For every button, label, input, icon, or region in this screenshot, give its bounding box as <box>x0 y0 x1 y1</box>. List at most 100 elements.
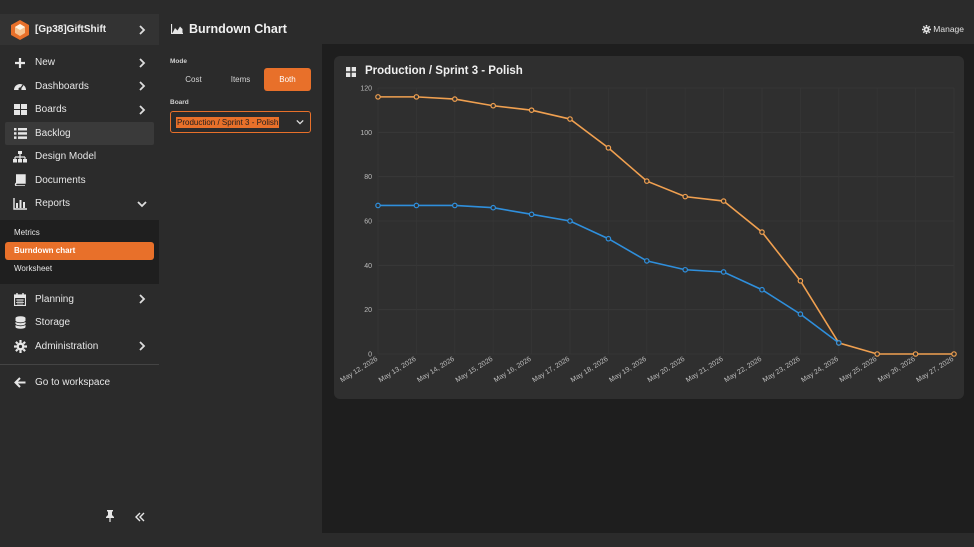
x-tick-label: May 17, 2026 <box>531 356 571 384</box>
data-point <box>720 198 727 204</box>
chevron-right-icon <box>135 56 149 70</box>
list-icon <box>13 126 27 140</box>
workspace-logo-icon <box>11 19 29 40</box>
chevron-right-icon <box>135 23 149 37</box>
database-icon <box>13 316 27 330</box>
x-tick-label: May 25, 2026 <box>839 356 879 384</box>
arrow-left-icon <box>13 376 27 390</box>
sidebar-item-dashboards[interactable]: Dashboards <box>0 75 159 99</box>
y-tick-label: 60 <box>364 219 372 226</box>
sidebar-item-planning[interactable]: Planning <box>0 288 159 312</box>
sidebar-item-label: Documents <box>35 174 86 186</box>
sidebar-item-label: Dashboards <box>35 80 89 92</box>
data-point <box>951 351 957 357</box>
sidebar-subitem-worksheet[interactable]: Worksheet <box>0 260 159 278</box>
mode-cost-button[interactable]: Cost <box>185 75 202 84</box>
data-point <box>682 266 689 273</box>
x-tick-label: May 23, 2026 <box>762 356 802 384</box>
plus-icon <box>13 56 27 70</box>
y-tick-label: 120 <box>360 86 372 93</box>
data-point <box>835 340 842 346</box>
go-to-workspace-link[interactable]: Go to workspace <box>0 371 159 395</box>
data-point <box>375 94 381 100</box>
sidebar-subitem-label: Metrics <box>14 228 40 237</box>
board-label: Board <box>170 99 189 106</box>
sidebar-footer <box>0 503 159 533</box>
chart-card: Production / Sprint 3 - Polish 0 20 40 60 80… <box>334 56 964 399</box>
y-tick-label: 20 <box>364 307 372 314</box>
data-point <box>759 286 765 293</box>
sidebar-subitem-burndown-chart[interactable]: Burndown chart <box>5 241 154 260</box>
manage-button[interactable]: Manage <box>922 24 964 34</box>
chevron-down-icon <box>135 197 149 211</box>
data-point <box>413 202 420 209</box>
mode-both-button[interactable]: Both <box>264 68 311 91</box>
y-tick-label: 100 <box>360 130 372 137</box>
data-point <box>567 218 573 224</box>
board-select[interactable]: Production / Sprint 3 - Polish <box>170 111 311 133</box>
bar-chart-icon <box>13 197 27 211</box>
data-point <box>375 202 381 209</box>
sidebar-subitem-label: Burndown chart <box>14 246 76 255</box>
y-tick-label: 40 <box>364 263 372 270</box>
y-tick-label: 80 <box>364 174 372 181</box>
mode-items-button[interactable]: Items <box>230 75 251 84</box>
boards-icon <box>13 103 27 117</box>
sidebar-item-administration[interactable]: Administration <box>0 335 159 359</box>
x-tick-label: May 18, 2026 <box>570 356 610 384</box>
x-tick-label: May 13, 2026 <box>378 356 418 384</box>
sidebar-item-label: Planning <box>35 293 74 305</box>
workspace-switcher[interactable]: [Gp38]GiftShift <box>0 14 159 45</box>
chevron-right-icon <box>135 103 149 117</box>
gear-icon <box>922 24 932 34</box>
sidebar-item-label: New <box>35 57 56 69</box>
sidebar-item-label: Reports <box>35 198 71 210</box>
sidebar-item-design-model[interactable]: Design Model <box>0 145 159 169</box>
chevron-down-icon <box>296 119 304 125</box>
x-tick-label: May 24, 2026 <box>800 356 840 384</box>
data-point <box>643 258 650 264</box>
sidebar-item-label: Backlog <box>35 127 71 139</box>
sidebar-item-new[interactable]: New <box>0 51 159 75</box>
x-tick-label: May 14, 2026 <box>416 356 456 384</box>
calendar-icon <box>13 292 27 306</box>
go-to-workspace-label: Go to workspace <box>35 377 111 389</box>
data-point <box>605 145 612 151</box>
chart-title: Production / Sprint 3 - Polish <box>365 65 523 77</box>
sidebar-subitem-metrics[interactable]: Metrics <box>0 224 159 242</box>
sidebar-item-boards[interactable]: Boards <box>0 98 159 122</box>
sidebar: [Gp38]GiftShift New Dashboards Boards Ba… <box>0 14 159 533</box>
pin-icon[interactable] <box>105 509 115 527</box>
manage-label: Manage <box>933 24 964 34</box>
sidebar-item-storage[interactable]: Storage <box>0 311 159 335</box>
mode-toggle-group: Cost Items Both <box>170 68 311 91</box>
sidebar-item-backlog[interactable]: Backlog <box>5 121 154 145</box>
data-point <box>797 311 804 317</box>
top-strip <box>0 0 974 14</box>
x-tick-label: May 22, 2026 <box>723 356 763 384</box>
data-point <box>452 202 458 209</box>
x-tick-label: May 20, 2026 <box>647 356 687 384</box>
data-point <box>797 278 804 284</box>
data-point <box>413 94 420 100</box>
workspace-name: [Gp38]GiftShift <box>35 24 107 35</box>
collapse-sidebar-icon[interactable] <box>135 509 145 527</box>
page-header: Burndown Chart Manage <box>159 14 974 44</box>
sidebar-subitem-label: Worksheet <box>14 264 53 273</box>
x-tick-label: May 21, 2026 <box>685 356 725 384</box>
data-point <box>452 96 458 102</box>
series-line <box>378 96 954 355</box>
x-tick-label: May 26, 2026 <box>877 356 917 384</box>
area-chart-icon <box>171 24 183 34</box>
sidebar-item-documents[interactable]: Documents <box>0 169 159 193</box>
sidebar-item-reports[interactable]: Reports <box>0 192 159 216</box>
data-point <box>490 102 497 109</box>
sidebar-item-label: Storage <box>35 317 71 329</box>
data-point <box>490 204 497 211</box>
sidebar-item-label: Design Model <box>35 151 97 163</box>
sidebar-divider <box>0 364 159 365</box>
data-point <box>528 211 535 218</box>
x-tick-label: May 19, 2026 <box>608 356 648 384</box>
chevron-right-icon <box>135 292 149 306</box>
data-point <box>567 116 573 122</box>
